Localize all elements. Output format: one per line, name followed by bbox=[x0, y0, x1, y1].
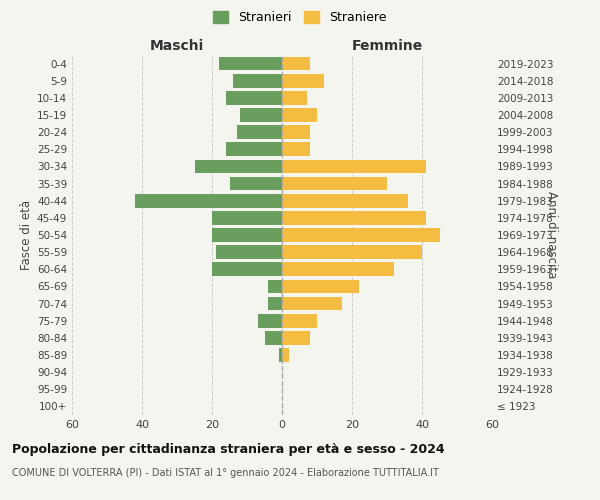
Bar bbox=[282, 126, 310, 139]
Bar bbox=[282, 211, 425, 224]
Bar bbox=[282, 74, 324, 88]
Bar bbox=[282, 331, 310, 344]
Y-axis label: Anni di nascita: Anni di nascita bbox=[545, 192, 558, 278]
Bar bbox=[278, 348, 282, 362]
Bar bbox=[282, 56, 310, 70]
Y-axis label: Fasce di età: Fasce di età bbox=[20, 200, 33, 270]
Bar bbox=[226, 142, 282, 156]
Text: Popolazione per cittadinanza straniera per età e sesso - 2024: Popolazione per cittadinanza straniera p… bbox=[12, 442, 445, 456]
Bar bbox=[257, 314, 282, 328]
Bar bbox=[282, 228, 439, 242]
Bar bbox=[268, 296, 282, 310]
Bar bbox=[233, 74, 282, 88]
Bar bbox=[219, 56, 282, 70]
Bar bbox=[282, 142, 310, 156]
Bar bbox=[212, 262, 282, 276]
Bar bbox=[229, 176, 282, 190]
Bar bbox=[240, 108, 282, 122]
Bar bbox=[236, 126, 282, 139]
Bar bbox=[282, 194, 408, 207]
Legend: Stranieri, Straniere: Stranieri, Straniere bbox=[208, 6, 392, 29]
Bar bbox=[212, 228, 282, 242]
Bar bbox=[194, 160, 282, 173]
Bar bbox=[268, 280, 282, 293]
Bar bbox=[282, 296, 341, 310]
Text: Femmine: Femmine bbox=[352, 38, 422, 52]
Bar bbox=[282, 314, 317, 328]
Bar bbox=[226, 91, 282, 104]
Bar bbox=[135, 194, 282, 207]
Bar bbox=[282, 91, 307, 104]
Bar bbox=[212, 211, 282, 224]
Bar bbox=[282, 348, 289, 362]
Bar bbox=[282, 176, 387, 190]
Bar bbox=[282, 280, 359, 293]
Bar bbox=[282, 246, 422, 259]
Bar bbox=[282, 160, 425, 173]
Text: Maschi: Maschi bbox=[150, 38, 204, 52]
Bar bbox=[215, 246, 282, 259]
Text: COMUNE DI VOLTERRA (PI) - Dati ISTAT al 1° gennaio 2024 - Elaborazione TUTTITALI: COMUNE DI VOLTERRA (PI) - Dati ISTAT al … bbox=[12, 468, 439, 477]
Bar bbox=[282, 262, 394, 276]
Bar bbox=[282, 108, 317, 122]
Bar bbox=[265, 331, 282, 344]
